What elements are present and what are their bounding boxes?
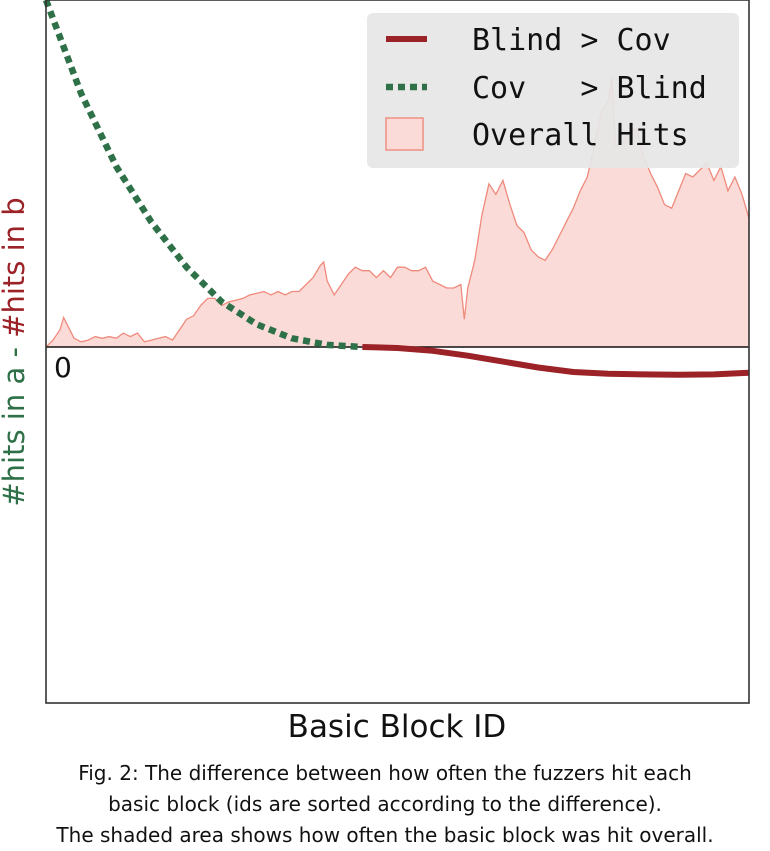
figure-caption: Fig. 2: The difference between how often… <box>0 758 770 851</box>
legend-label-2: Cov > Blind <box>472 71 707 106</box>
chart: 0 #hits in a - #hits in b Basic Block ID… <box>0 0 750 745</box>
series-cov-blind-line <box>42 0 363 351</box>
y-axis-label-part-3: #hits in b <box>0 197 31 338</box>
axes-frame <box>45 0 750 704</box>
zero-tick-label: 0 <box>54 351 72 384</box>
legend-label-1: Blind > Cov <box>472 23 671 58</box>
x-axis-label: Basic Block ID <box>288 709 507 745</box>
legend-box <box>367 13 739 168</box>
y-axis-label-part-1: #hits in a <box>0 367 31 507</box>
series-blind-cov-line <box>362 344 750 378</box>
legend-label-3: Overall Hits <box>472 118 689 153</box>
legend: Blind > Cov Cov > Blind Overall Hits <box>367 13 739 168</box>
overall-hits-area <box>46 76 749 348</box>
caption-line-1: Fig. 2: The difference between how often… <box>78 761 692 785</box>
series-layer <box>42 0 750 378</box>
caption-line-3: The shaded area shows how often the basi… <box>56 823 714 847</box>
caption-line-2: basic block (ids are sorted according to… <box>108 792 662 816</box>
legend-swatch-area <box>385 117 424 151</box>
y-axis-label-part-2: - <box>0 338 31 367</box>
y-axis-label: #hits in a - #hits in b <box>0 197 31 506</box>
